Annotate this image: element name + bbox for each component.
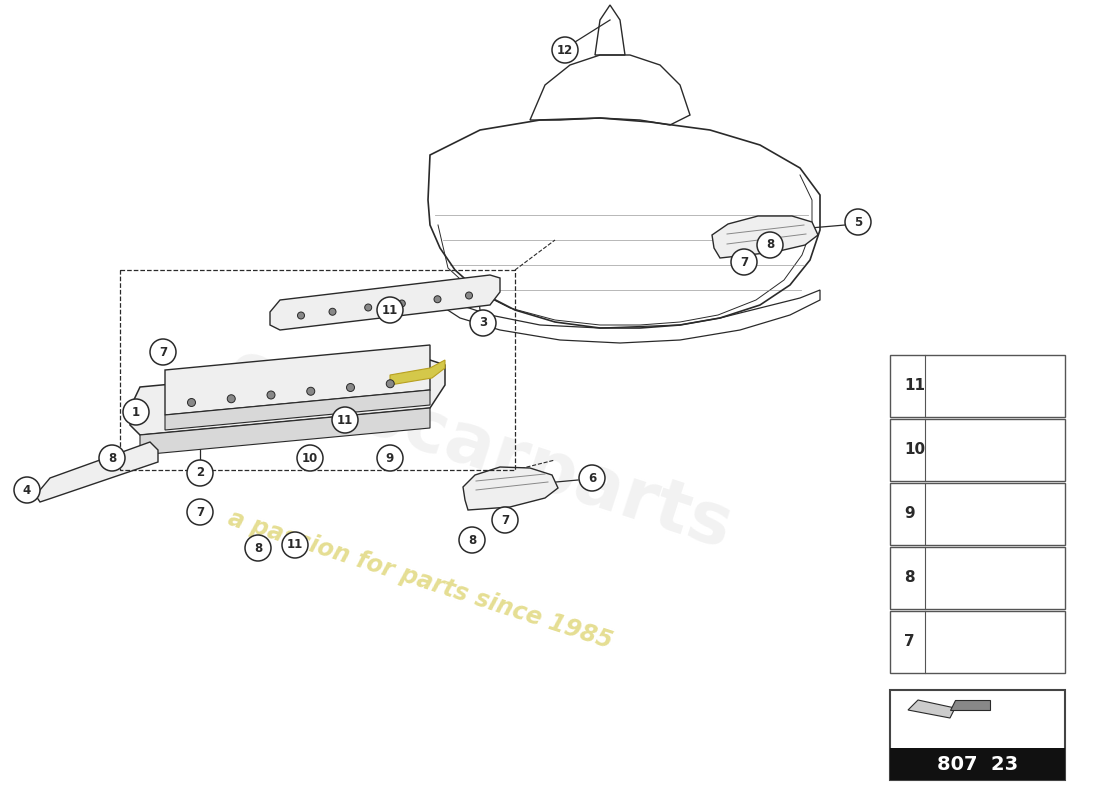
Text: 10: 10 <box>301 451 318 465</box>
Circle shape <box>552 37 578 63</box>
Text: 10: 10 <box>904 442 925 458</box>
Circle shape <box>492 507 518 533</box>
Text: 807  23: 807 23 <box>937 754 1019 774</box>
Circle shape <box>470 310 496 336</box>
Circle shape <box>377 445 403 471</box>
Circle shape <box>282 532 308 558</box>
Circle shape <box>845 209 871 235</box>
Circle shape <box>465 292 473 299</box>
Text: 7: 7 <box>740 255 748 269</box>
Text: 6: 6 <box>587 471 596 485</box>
Circle shape <box>245 535 271 561</box>
Text: 8: 8 <box>766 238 774 251</box>
Polygon shape <box>165 345 430 415</box>
Circle shape <box>377 297 403 323</box>
Circle shape <box>150 339 176 365</box>
Circle shape <box>459 527 485 553</box>
Text: 11: 11 <box>904 378 925 394</box>
Circle shape <box>732 249 757 275</box>
Circle shape <box>99 445 125 471</box>
Bar <box>890 748 1065 780</box>
Text: 2: 2 <box>196 466 205 479</box>
Bar <box>890 547 1065 609</box>
Polygon shape <box>130 360 446 435</box>
Circle shape <box>187 398 196 406</box>
Circle shape <box>329 308 336 315</box>
Circle shape <box>346 383 354 391</box>
Circle shape <box>386 380 394 388</box>
Polygon shape <box>712 216 818 258</box>
Polygon shape <box>390 360 446 385</box>
Circle shape <box>297 312 305 319</box>
Text: 11: 11 <box>337 414 353 426</box>
Polygon shape <box>36 442 158 502</box>
Text: 9: 9 <box>904 506 914 522</box>
Circle shape <box>757 232 783 258</box>
Circle shape <box>187 499 213 525</box>
Circle shape <box>579 465 605 491</box>
Circle shape <box>228 394 235 402</box>
Polygon shape <box>908 700 955 718</box>
Circle shape <box>123 399 148 425</box>
Text: 11: 11 <box>287 538 304 551</box>
Circle shape <box>297 445 323 471</box>
Text: 1: 1 <box>132 406 140 418</box>
Text: 7: 7 <box>904 634 914 650</box>
Polygon shape <box>165 390 430 430</box>
Bar <box>890 690 1065 780</box>
Text: 7: 7 <box>196 506 205 518</box>
Text: 11: 11 <box>382 303 398 317</box>
Text: 7: 7 <box>500 514 509 526</box>
Bar <box>890 483 1065 545</box>
Polygon shape <box>270 275 500 330</box>
Polygon shape <box>140 408 430 455</box>
Circle shape <box>267 391 275 399</box>
Circle shape <box>14 477 40 503</box>
Circle shape <box>434 296 441 302</box>
Circle shape <box>332 407 358 433</box>
Polygon shape <box>950 700 990 710</box>
Text: a passion for parts since 1985: a passion for parts since 1985 <box>224 506 615 654</box>
Text: eurocarparts: eurocarparts <box>219 336 741 564</box>
Polygon shape <box>463 467 558 510</box>
Text: 8: 8 <box>108 451 117 465</box>
Text: 7: 7 <box>158 346 167 358</box>
Circle shape <box>187 460 213 486</box>
Text: 8: 8 <box>254 542 262 554</box>
Bar <box>890 611 1065 673</box>
Text: 5: 5 <box>854 215 862 229</box>
Bar <box>890 355 1065 417</box>
Circle shape <box>365 304 372 311</box>
Text: 8: 8 <box>904 570 914 586</box>
Circle shape <box>307 387 315 395</box>
Circle shape <box>398 300 405 307</box>
Bar <box>890 419 1065 481</box>
Text: 9: 9 <box>386 451 394 465</box>
Text: 12: 12 <box>557 43 573 57</box>
Text: 3: 3 <box>478 317 487 330</box>
Text: 4: 4 <box>23 483 31 497</box>
Text: 8: 8 <box>468 534 476 546</box>
